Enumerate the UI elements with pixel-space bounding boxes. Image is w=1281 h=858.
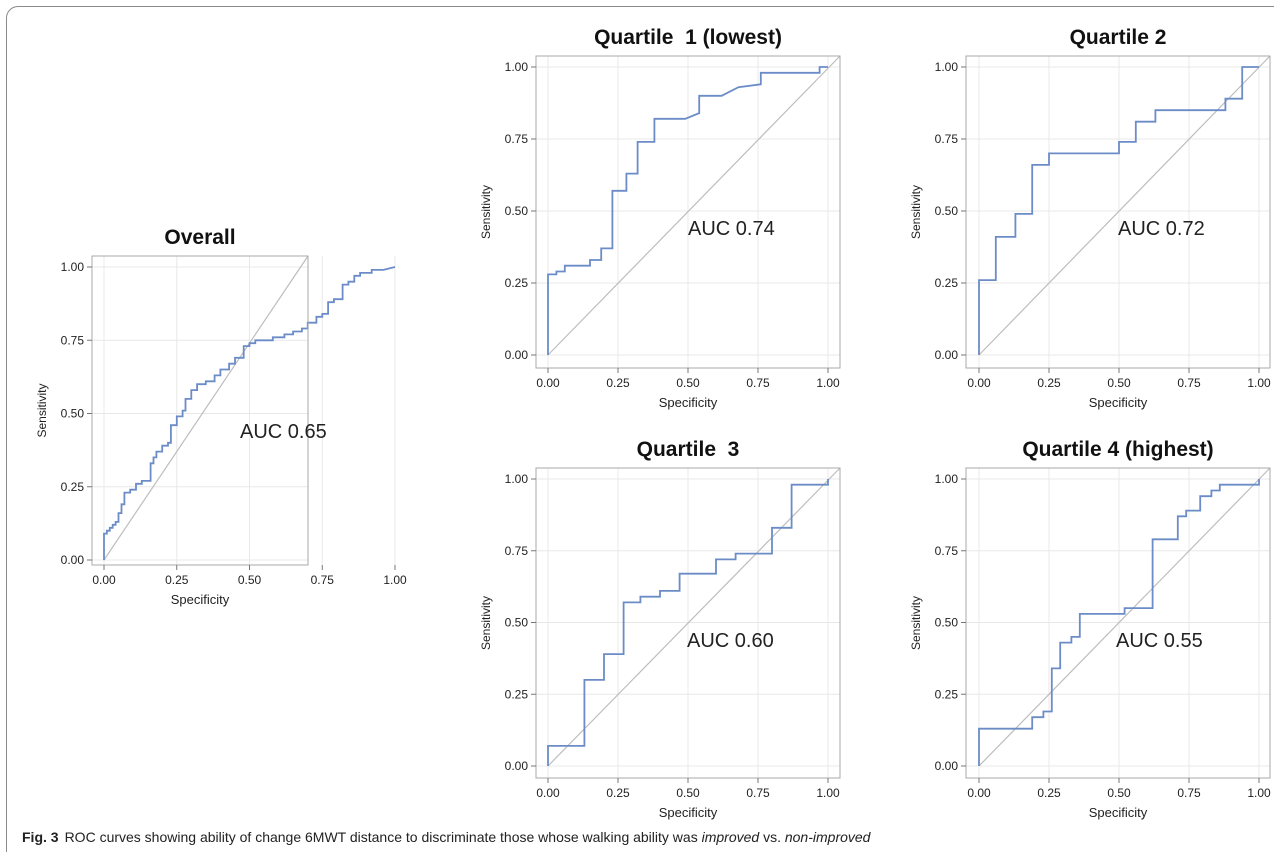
y-tick-label: 0.75 <box>935 544 959 558</box>
caption-em-improved: improved <box>701 829 760 845</box>
x-tick-label: 0.75 <box>1177 786 1201 800</box>
y-tick-label: 0.50 <box>505 204 529 218</box>
chart-title: Overall <box>164 226 235 249</box>
figure-caption: Fig. 3 ROC curves showing ability of chan… <box>22 829 870 845</box>
x-axis-label: Specificity <box>1089 395 1148 410</box>
x-axis-label: Specificity <box>659 805 718 820</box>
caption-text-1: ROC curves showing ability of change 6MW… <box>64 829 702 845</box>
x-tick-label: 0.25 <box>1037 786 1061 800</box>
x-tick-label: 0.25 <box>165 573 189 587</box>
caption-em-non-improved: non-improved <box>784 829 871 845</box>
reference-diagonal <box>978 55 1271 356</box>
y-tick-label: 0.00 <box>505 759 529 773</box>
y-tick-label: 1.00 <box>61 260 85 274</box>
x-tick-label: 0.00 <box>536 786 560 800</box>
x-tick-label: 0.75 <box>1177 376 1201 390</box>
reference-diagonal <box>103 255 309 561</box>
x-tick-label: 0.50 <box>676 786 700 800</box>
auc-annotation: AUC 0.55 <box>1116 630 1203 652</box>
y-tick-label: 0.00 <box>505 348 529 362</box>
auc-annotation: AUC 0.65 <box>240 421 327 443</box>
x-tick-label: 0.25 <box>606 376 630 390</box>
x-tick-label: 1.00 <box>816 376 840 390</box>
y-tick-label: 0.00 <box>935 759 959 773</box>
y-tick-label: 0.25 <box>61 480 85 494</box>
y-tick-label: 1.00 <box>505 472 529 486</box>
y-tick-label: 0.75 <box>61 333 85 347</box>
y-tick-label: 0.75 <box>505 132 529 146</box>
x-tick-label: 0.50 <box>676 376 700 390</box>
x-tick-label: 0.00 <box>92 573 116 587</box>
x-tick-label: 1.00 <box>1247 786 1271 800</box>
roc-curve <box>547 479 829 766</box>
x-tick-label: 0.25 <box>1037 376 1061 390</box>
x-axis-label: Specificity <box>1089 805 1148 820</box>
y-tick-label: 1.00 <box>505 60 529 74</box>
caption-label: Fig. 3 <box>22 829 59 845</box>
y-tick-label: 0.75 <box>505 544 529 558</box>
y-tick-label: 0.75 <box>935 132 959 146</box>
x-tick-label: 0.00 <box>967 786 991 800</box>
roc-figure: 0.00 0.00 0.25 0.25 0.50 0.50 0.75 0.75 1.00 1.00… <box>35 26 1271 820</box>
y-axis-label: Sensitivity <box>909 596 923 650</box>
y-tick-label: 1.00 <box>935 60 959 74</box>
roc-panel-1: 0.00 0.00 0.25 0.25 0.50 0.50 0.75 0.75 1.00 1.00… <box>35 226 407 607</box>
roc-curve <box>978 479 1260 766</box>
auc-annotation: AUC 0.60 <box>687 630 774 652</box>
roc-curve <box>103 266 396 560</box>
roc-panel-5: 0.00 0.00 0.25 0.25 0.50 0.50 0.75 0.75 1.00 1.00… <box>909 438 1271 820</box>
x-axis-label: Specificity <box>659 395 718 410</box>
x-tick-label: 0.50 <box>1107 376 1131 390</box>
x-tick-label: 0.50 <box>1107 786 1131 800</box>
x-tick-label: 0.75 <box>746 376 770 390</box>
y-tick-label: 0.00 <box>61 553 85 567</box>
chart-title: Quartile 3 <box>637 438 740 461</box>
x-tick-label: 0.50 <box>238 573 262 587</box>
plot-area <box>91 255 309 566</box>
y-axis-label: Sensitivity <box>479 185 493 239</box>
y-tick-label: 0.50 <box>61 407 85 421</box>
chart-title: Quartile 1 (lowest) <box>594 26 782 49</box>
roc-panel-3: 0.00 0.00 0.25 0.25 0.50 0.50 0.75 0.75 1.00 1.00… <box>909 26 1271 410</box>
y-tick-label: 0.25 <box>935 687 959 701</box>
x-tick-label: 0.00 <box>536 376 560 390</box>
x-tick-label: 1.00 <box>383 573 407 587</box>
reference-diagonal <box>547 55 841 356</box>
y-axis-label: Sensitivity <box>35 383 49 437</box>
x-axis-label: Specificity <box>171 592 230 607</box>
y-tick-label: 0.50 <box>505 616 529 630</box>
y-axis-label: Sensitivity <box>909 185 923 239</box>
x-tick-label: 1.00 <box>1247 376 1271 390</box>
chart-title: Quartile 2 <box>1070 26 1167 49</box>
auc-annotation: AUC 0.74 <box>688 218 775 240</box>
y-tick-label: 0.25 <box>505 276 529 290</box>
roc-curve <box>978 66 1259 355</box>
caption-text-2: vs. <box>759 829 785 845</box>
roc-curve <box>547 66 828 355</box>
x-tick-label: 0.00 <box>967 376 991 390</box>
x-tick-label: 1.00 <box>816 786 840 800</box>
reference-diagonal <box>978 467 1271 767</box>
x-tick-label: 0.75 <box>746 786 770 800</box>
roc-panel-4: 0.00 0.00 0.25 0.25 0.50 0.50 0.75 0.75 1.00 1.00… <box>479 438 841 820</box>
plot-area <box>965 55 1271 369</box>
chart-title: Quartile 4 (highest) <box>1022 438 1213 461</box>
reference-diagonal <box>547 467 841 767</box>
x-tick-label: 0.25 <box>606 786 630 800</box>
x-tick-label: 0.75 <box>311 573 335 587</box>
figure-frame <box>6 6 1274 852</box>
y-tick-label: 0.50 <box>935 616 959 630</box>
y-tick-label: 0.25 <box>505 687 529 701</box>
y-tick-label: 1.00 <box>935 472 959 486</box>
y-tick-label: 0.25 <box>935 276 959 290</box>
auc-annotation: AUC 0.72 <box>1118 218 1205 240</box>
y-tick-label: 0.50 <box>935 204 959 218</box>
y-tick-label: 0.00 <box>935 348 959 362</box>
roc-panel-2: 0.00 0.00 0.25 0.25 0.50 0.50 0.75 0.75 1.00 1.00… <box>479 26 841 410</box>
y-axis-label: Sensitivity <box>479 596 493 650</box>
